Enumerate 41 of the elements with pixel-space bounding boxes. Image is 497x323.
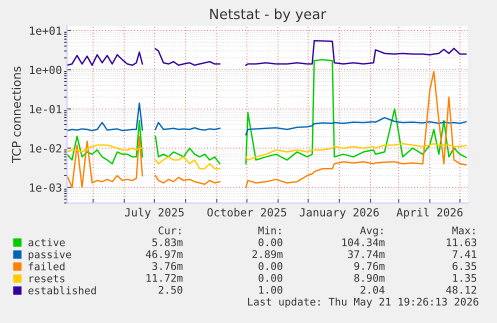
chart-title: Netstat - by year bbox=[210, 8, 326, 22]
legend-label: established bbox=[28, 286, 96, 294]
text: 0.00 bbox=[258, 262, 282, 270]
text: 0.00 bbox=[258, 274, 282, 282]
text: 11.63 bbox=[446, 238, 476, 246]
y-tick-label: 1e+00 bbox=[30, 66, 62, 74]
text: 48.12 bbox=[446, 286, 476, 294]
text: 8.90m bbox=[354, 274, 385, 282]
legend-label: passive bbox=[28, 250, 72, 260]
text: Last update: Thu May 21 19:26:13 2026 bbox=[248, 298, 478, 308]
legend-label: resets bbox=[30, 274, 64, 282]
text: 2.04 bbox=[360, 286, 385, 294]
legend-label: failed bbox=[28, 262, 64, 270]
x-tick-label: July 2025 bbox=[124, 208, 184, 219]
text: 2.89m bbox=[252, 250, 283, 258]
text: 104.34m bbox=[342, 238, 385, 246]
text: 7.41 bbox=[452, 250, 476, 258]
y-tick-label: 1e-01 bbox=[30, 104, 62, 114]
text: 0.00 bbox=[258, 238, 282, 246]
text: 6.35 bbox=[452, 262, 476, 270]
y-tick-label: 1e-03 bbox=[30, 183, 62, 192]
text: 2.50 bbox=[158, 286, 182, 294]
text: 46.97m bbox=[146, 250, 183, 258]
text: 11.72m bbox=[146, 274, 183, 282]
x-tick-label: October 2025 bbox=[207, 208, 286, 217]
legend-label: active bbox=[28, 238, 65, 246]
text: 37.74m bbox=[348, 250, 385, 258]
text: Min: bbox=[258, 226, 280, 234]
text: 1.35 bbox=[453, 274, 476, 282]
y-axis-title: TCP connections bbox=[12, 66, 21, 163]
text: Max: bbox=[452, 226, 474, 234]
x-tick-label: January 2026 bbox=[300, 208, 379, 219]
text: 3.76m bbox=[152, 262, 183, 270]
text: 9.76m bbox=[354, 262, 385, 270]
text: Avg: bbox=[360, 226, 382, 236]
x-tick-label: April 2026 bbox=[396, 208, 463, 219]
text: 1.00 bbox=[259, 286, 282, 294]
text: Cur: bbox=[158, 226, 180, 234]
y-tick-label: 1e+01 bbox=[30, 26, 62, 35]
y-tick-label: 1e-02 bbox=[30, 144, 62, 153]
text: 5.83m bbox=[152, 238, 183, 246]
